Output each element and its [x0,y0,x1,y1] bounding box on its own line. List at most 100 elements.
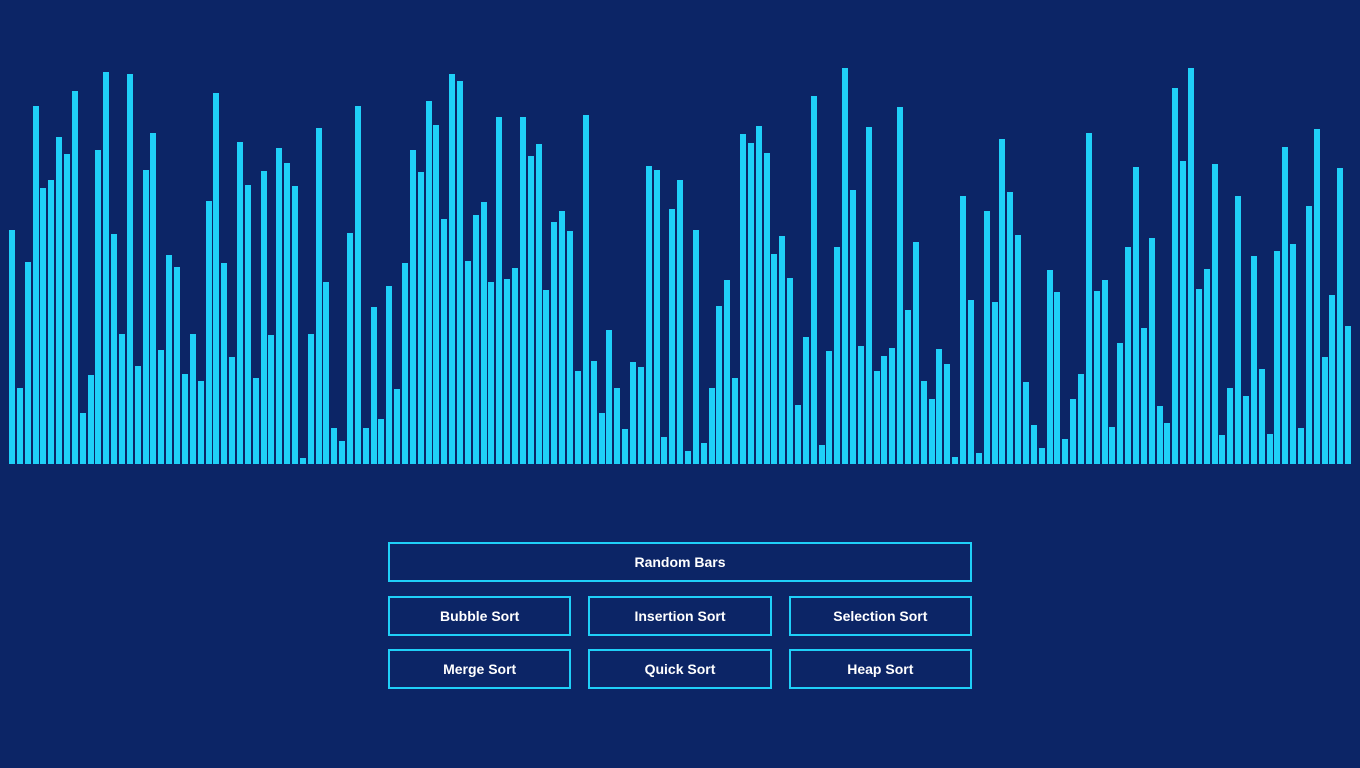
heap-sort-button[interactable]: Heap Sort [788,649,972,689]
bar [622,429,628,464]
bar [1094,291,1100,464]
bar [316,128,322,464]
bar [347,233,353,464]
bar [1070,399,1076,464]
bar [819,445,825,464]
bar [693,230,699,464]
bar [512,268,518,464]
bar [999,139,1005,464]
bar [701,443,707,464]
bar [386,286,392,464]
bar [646,166,652,464]
bar [158,350,164,464]
bar [661,437,667,464]
bar [803,337,809,464]
bar [221,263,227,464]
bar [858,346,864,464]
bar [795,405,801,464]
bar [559,211,565,464]
bar [268,335,274,464]
bar [1078,374,1084,464]
bar [764,153,770,464]
bar [921,381,927,464]
bar [1204,269,1210,464]
bar [1102,280,1108,464]
bar [638,367,644,464]
bar [811,96,817,464]
bar [1007,192,1013,464]
bar [9,230,15,464]
bar [1243,396,1249,464]
bar [127,74,133,464]
bar [654,170,660,464]
bar [905,310,911,464]
bar [402,263,408,464]
bar [968,300,974,464]
bar [150,133,156,464]
bar [371,307,377,464]
bar [504,279,510,464]
bar [323,282,329,464]
merge-sort-button[interactable]: Merge Sort [388,649,572,689]
bar [1298,428,1304,464]
bar [528,156,534,464]
bar [473,215,479,464]
bar [331,428,337,464]
quick-sort-button[interactable]: Quick Sort [588,649,772,689]
bar [355,106,361,464]
bubble-sort-button[interactable]: Bubble Sort [388,596,572,636]
bar [1086,133,1092,464]
bar [88,375,94,464]
bar [1164,423,1170,464]
bar [897,107,903,464]
bar [410,150,416,464]
bar [669,209,675,464]
bar [575,371,581,464]
bar [976,453,982,464]
bar [33,106,39,464]
bar [143,170,149,464]
bar [457,81,463,464]
bar [95,150,101,464]
bar [992,302,998,464]
bar [418,172,424,464]
bar [135,366,141,464]
bar [889,348,895,464]
bar [378,419,384,464]
bar [1282,147,1288,464]
bar [1227,388,1233,464]
bar [245,185,251,464]
bar [543,290,549,464]
bar [1259,369,1265,464]
bar [276,148,282,464]
bar [732,378,738,464]
bar [1314,129,1320,464]
bar [779,236,785,464]
bar [606,330,612,464]
bar [174,267,180,464]
bar [300,458,306,464]
bar [984,211,990,464]
insertion-sort-button[interactable]: Insertion Sort [588,596,772,636]
bar [496,117,502,464]
bar [1345,326,1351,464]
bar [488,282,494,464]
bar [1062,439,1068,464]
selection-sort-button[interactable]: Selection Sort [788,596,972,636]
bar [1141,328,1147,464]
bar [756,126,762,464]
bar [1109,427,1115,464]
bar [787,278,793,464]
bar [1180,161,1186,464]
bar [1015,235,1021,464]
bar [339,441,345,464]
bar [72,91,78,464]
bar [1196,289,1202,464]
bar [40,188,46,464]
bar [198,381,204,464]
bar [960,196,966,464]
random-bars-button[interactable]: Random Bars [388,542,972,582]
bar [1125,247,1131,464]
bar [103,72,109,464]
bar [284,163,290,464]
